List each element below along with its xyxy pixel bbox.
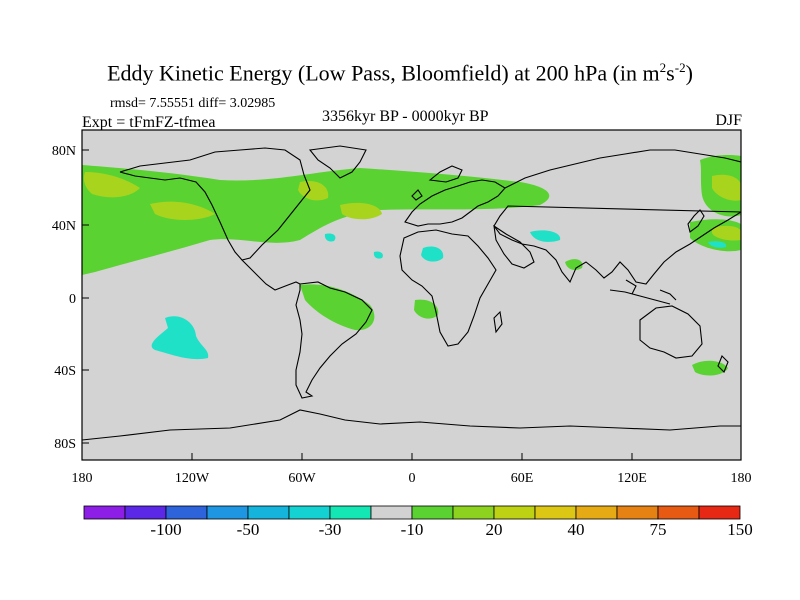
colorbar-swatch-0 (83, 505, 126, 520)
colorbar-swatch-9 (452, 505, 495, 520)
lon-label-4: 60E (511, 471, 534, 486)
anomaly-fields (82, 155, 741, 376)
lon-label-2: 60W (288, 471, 316, 486)
colorbar-swatch-4 (247, 505, 290, 520)
coast-north-america (119, 147, 311, 291)
lon-label-3: 0 (409, 471, 416, 486)
lat-label-3: 40S (54, 364, 76, 379)
lon-label-6: 180 (731, 471, 752, 486)
colorbar-swatch-8 (411, 505, 454, 520)
lon-label-1: 120W (175, 471, 210, 486)
field-cyan-atlantic-mid (373, 251, 383, 259)
field-cyan-atlantic-north (324, 233, 336, 242)
field-cyan-south-pacific (151, 316, 209, 360)
colorbar-swatch-12 (575, 505, 618, 520)
colorbar-label-6: 75 (650, 520, 667, 539)
coast-madagascar (493, 310, 503, 334)
field-yellowgreen-east-2 (712, 225, 741, 241)
field-yellowgreen-pacific-2 (150, 201, 215, 220)
lat-label-1: 40N (52, 219, 76, 234)
coast-greenland (308, 145, 367, 179)
colorbar-label-3: -10 (401, 520, 424, 539)
colorbar-swatch-15 (698, 505, 741, 520)
colorbar-swatch-11 (534, 505, 577, 520)
coast-africa (399, 229, 497, 347)
coast-new-zealand (717, 355, 729, 373)
field-green-atlantic-south (414, 299, 439, 319)
experiment-label: Expt = tFmFZ-tfmea (82, 114, 216, 131)
coastlines (82, 145, 741, 441)
chart-title: Eddy Kinetic Energy (Low Pass, Bloomfiel… (107, 60, 693, 86)
coast-asia (493, 149, 741, 285)
period-label: 3356kyr BP - 0000kyr BP (322, 108, 489, 125)
field-green-north-band (82, 165, 550, 275)
colorbar-swatch-6 (329, 505, 372, 520)
lon-label-5: 120E (617, 471, 647, 486)
stats-line: rmsd= 7.55551 diff= 3.02985 (110, 96, 276, 111)
coast-arabia (493, 224, 535, 269)
field-cyan-arabia (530, 230, 561, 242)
colorbar: -100 -50 -30 -10 20 40 75 150 (83, 505, 753, 539)
colorbar-swatch-10 (493, 505, 536, 520)
coast-australia (639, 305, 703, 359)
field-yellowgreen-pacific (83, 172, 140, 198)
field-yellowgreen-atlantic (340, 202, 382, 220)
colorbar-swatch-5 (288, 505, 331, 520)
colorbar-swatch-14 (657, 505, 700, 520)
colorbar-label-5: 40 (568, 520, 585, 539)
colorbar-label-1: -50 (237, 520, 260, 539)
coast-europe (404, 165, 506, 227)
coast-antarctica (82, 409, 741, 441)
lon-label-0: 180 (72, 471, 93, 486)
lat-label-4: 80S (54, 437, 76, 452)
lat-label-0: 80N (52, 144, 76, 159)
field-cyan-east (708, 241, 727, 248)
colorbar-swatch-2 (165, 505, 208, 520)
lat-label-2: 0 (69, 292, 76, 307)
coast-japan (687, 209, 705, 233)
coast-south-america (295, 281, 373, 399)
field-cyan-sahara (421, 246, 444, 262)
season-label: DJF (715, 112, 742, 129)
colorbar-label-0: -100 (150, 520, 181, 539)
colorbar-label-4: 20 (486, 520, 503, 539)
colorbar-swatch-1 (124, 505, 167, 520)
colorbar-swatch-7 (370, 505, 413, 520)
coast-indonesia (609, 279, 677, 305)
colorbar-label-7: 150 (727, 520, 753, 539)
field-green-south-america (300, 284, 375, 331)
axis-ticks: 80N 40N 0 40S 80S 180 120W 60W 0 60E 120E 180 (52, 144, 752, 486)
diff-value: 3.02985 (229, 96, 276, 111)
colorbar-swatch-13 (616, 505, 659, 520)
rmsd-value: 7.55551 (149, 96, 195, 111)
field-yellowgreen-east (712, 174, 741, 201)
colorbar-swatch-3 (206, 505, 249, 520)
colorbar-label-2: -30 (319, 520, 342, 539)
